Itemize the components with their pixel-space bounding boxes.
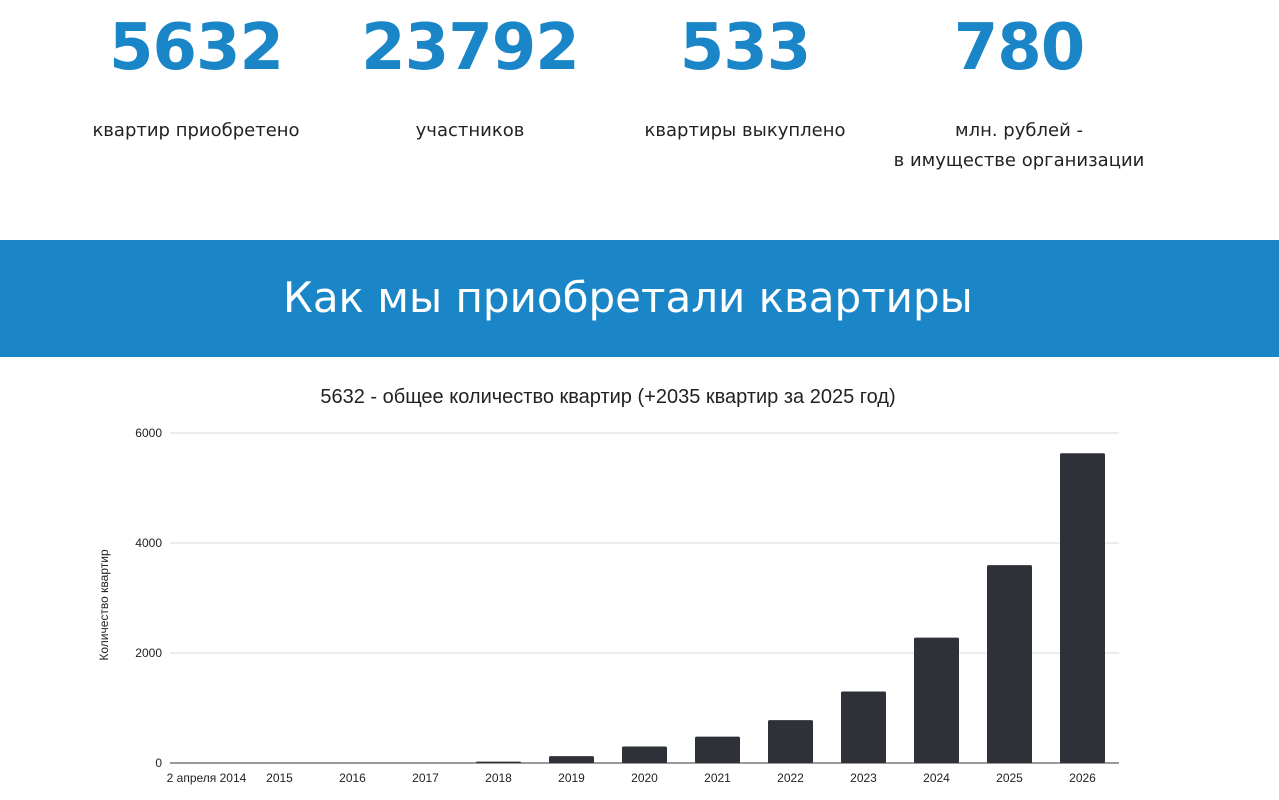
stat-value: 533	[679, 11, 812, 85]
x-tick-label: 2017	[412, 771, 439, 785]
x-tick-label: 2016	[339, 771, 366, 785]
y-tick-label: 0	[155, 756, 162, 770]
stat-caption: квартиры выкуплено	[644, 120, 846, 141]
section-banner: Как мы приобретали квартиры	[0, 240, 1279, 357]
stat-apartments-bought-out: 533 квартиры выкуплено	[620, 0, 870, 146]
bar-2023	[841, 691, 886, 763]
x-tick-label: 2021	[704, 771, 731, 785]
stat-caption: квартир приобретено	[92, 120, 300, 141]
stat-value: 5632	[108, 11, 284, 85]
apartments-bar-chart: 5632 - общее количество квартир (+2035 к…	[97, 386, 1119, 785]
stat-caption-line1: млн. рублей -	[955, 120, 1083, 141]
bar-2019	[549, 756, 594, 763]
x-tick-label: 2019	[558, 771, 585, 785]
x-tick-label: 2025	[996, 771, 1023, 785]
section-title: Как мы приобретали квартиры	[283, 273, 973, 322]
gridlines	[170, 432, 1119, 764]
x-tick-label: 2018	[485, 771, 512, 785]
bars	[476, 453, 1105, 763]
stat-value: 23792	[361, 11, 580, 85]
bar-2018	[476, 761, 521, 763]
y-ticks: 0 2000 4000 6000	[135, 426, 162, 770]
stat-property-value: 780 млн. рублей - в имуществе организаци…	[880, 0, 1158, 176]
x-tick-label: 2023	[850, 771, 877, 785]
stat-apartments-acquired: 5632 квартир приобретено	[71, 0, 321, 146]
bar-2022	[768, 720, 813, 763]
x-tick-label: 2020	[631, 771, 658, 785]
y-tick-label: 4000	[135, 536, 162, 550]
stat-value: 780	[953, 11, 1086, 85]
stat-caption-line2: в имуществе организации	[893, 150, 1145, 171]
stat-caption: млн. рублей - в имуществе организации	[880, 116, 1158, 176]
bar-2025	[987, 565, 1032, 763]
x-ticks: 2 апреля 2014 2015 2016 2017 2018 2019 2020 202…	[167, 771, 1097, 785]
x-tick-label: 2026	[1069, 771, 1096, 785]
bar-2020	[622, 746, 667, 763]
chart-title: 5632 - общее количество квартир (+2035 к…	[320, 386, 895, 408]
stat-participants: 23792 участников	[345, 0, 595, 146]
x-tick-label: 2015	[266, 771, 293, 785]
y-tick-label: 6000	[135, 426, 162, 440]
bar-2026	[1060, 453, 1105, 763]
stat-caption: участников	[415, 120, 525, 141]
bar-2024	[914, 637, 959, 763]
bar-2021	[695, 736, 740, 763]
y-axis-label: Количество квартир	[97, 549, 111, 661]
x-tick-label: 2 апреля 2014	[167, 771, 247, 785]
y-tick-label: 2000	[135, 646, 162, 660]
x-tick-label: 2024	[923, 771, 950, 785]
x-tick-label: 2022	[777, 771, 804, 785]
